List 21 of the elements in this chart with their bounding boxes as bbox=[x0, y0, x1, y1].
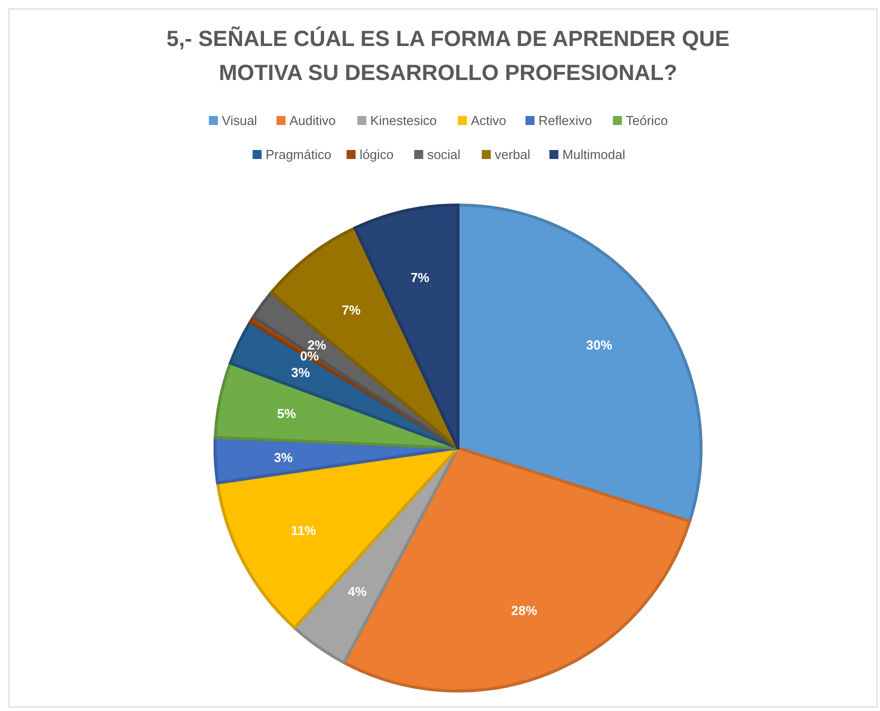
data-label: 30% bbox=[586, 338, 613, 353]
legend-label: verbal bbox=[494, 147, 530, 162]
legend-label: Activo bbox=[470, 113, 506, 128]
data-label: 3% bbox=[274, 450, 294, 465]
legend-label: Auditivo bbox=[290, 113, 336, 128]
legend-label: Visual bbox=[222, 113, 258, 128]
data-label: 3% bbox=[291, 364, 310, 380]
data-label: 7% bbox=[410, 270, 430, 286]
legend-label: lógico bbox=[360, 147, 394, 162]
data-label: 28% bbox=[511, 602, 538, 618]
legend-label: Kinestesico bbox=[370, 113, 437, 128]
data-label: 11% bbox=[290, 523, 317, 538]
data-label: 4% bbox=[348, 584, 368, 600]
legend-label: social bbox=[427, 147, 461, 162]
legend-label: Teórico bbox=[626, 113, 668, 128]
data-label: 5% bbox=[277, 406, 296, 422]
legend-label: Pragmático bbox=[266, 147, 332, 162]
chart-title: 5,- SEÑALE CÚAL ES LA FORMA DE APRENDER QUE MOTIVA SU DESARROLLO PROFESIONAL? bbox=[166, 26, 730, 85]
legend-label: Reflexivo bbox=[538, 113, 592, 128]
legend-label: Multimodal bbox=[562, 147, 626, 162]
data-label: 7% bbox=[342, 302, 361, 318]
